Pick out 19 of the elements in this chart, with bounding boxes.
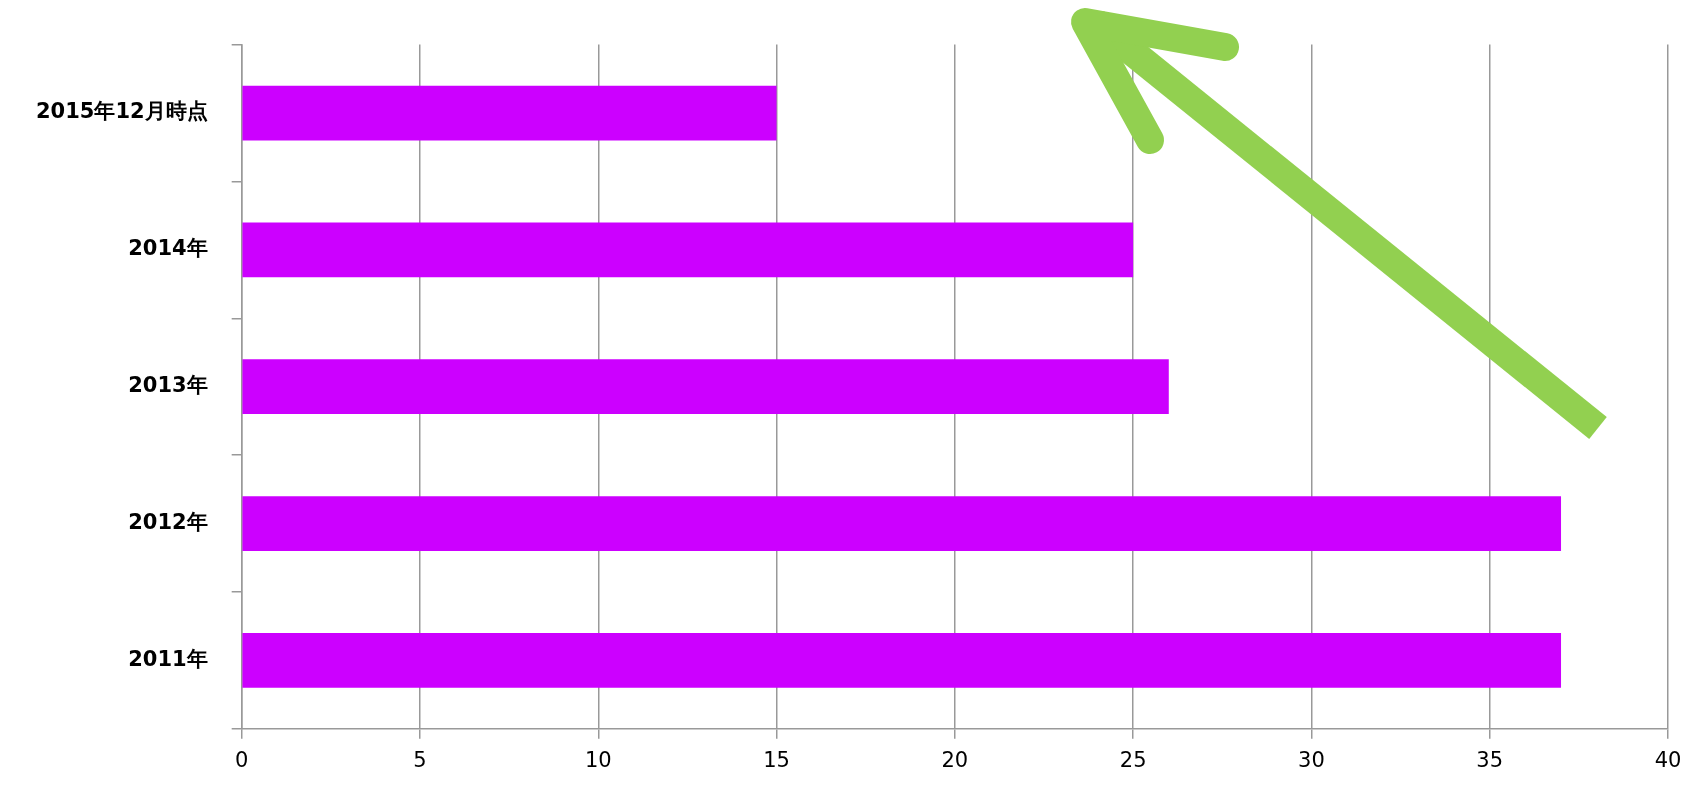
x-tick-label: 25 — [1119, 747, 1147, 772]
x-tick-label: 40 — [1654, 747, 1682, 772]
x-tick-label: 20 — [941, 747, 969, 772]
y-tick-label: 2012年 — [128, 509, 208, 534]
bar — [242, 85, 777, 141]
y-tick-label: 2013年 — [128, 373, 208, 398]
y-tick-label: 2014年 — [128, 236, 208, 261]
x-tick-label: 35 — [1476, 747, 1504, 772]
bar — [242, 633, 1562, 688]
x-tick-label: 10 — [584, 747, 612, 772]
bar — [242, 359, 1169, 415]
bar — [242, 496, 1562, 551]
x-tick-label: 30 — [1298, 747, 1325, 772]
x-tick-label: 15 — [763, 747, 790, 772]
y-tick-label: 2011年 — [128, 646, 208, 671]
bar — [242, 222, 1134, 278]
x-tick-label: 0 — [234, 747, 249, 772]
x-tick-label: 5 — [413, 747, 427, 772]
y-tick-label: 2015年12月時点 — [36, 99, 208, 124]
